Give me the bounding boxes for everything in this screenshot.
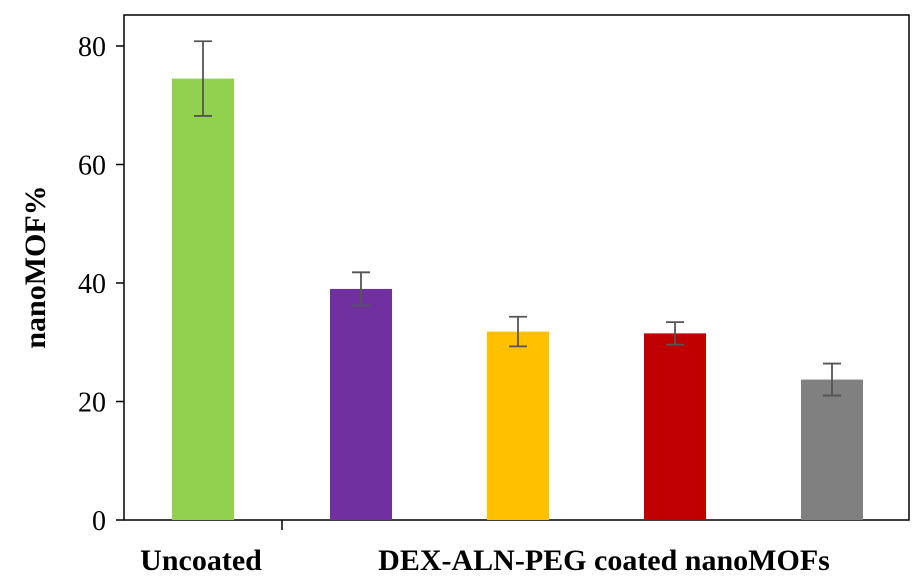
y-tick-label: 80 bbox=[78, 32, 106, 63]
category-label-dex-aln-peg-coated-nanomofs: DEX-ALN-PEG coated nanoMOFs bbox=[378, 544, 830, 577]
y-axis-title: nanoMOF% bbox=[19, 185, 52, 348]
y-tick-label: 40 bbox=[78, 269, 106, 300]
y-axis: 0 20 40 60 80 bbox=[78, 32, 124, 537]
bars-group bbox=[172, 40, 863, 521]
category-label-uncoated: Uncoated bbox=[140, 544, 262, 577]
bar-1 bbox=[172, 78, 234, 521]
y-tick-label: 0 bbox=[92, 506, 106, 537]
bar-2 bbox=[330, 288, 392, 520]
y-tick-label: 60 bbox=[78, 151, 106, 182]
bar-3 bbox=[487, 331, 549, 520]
bar-5 bbox=[801, 379, 863, 520]
bar-4 bbox=[644, 333, 706, 520]
y-tick-label: 20 bbox=[78, 388, 106, 419]
